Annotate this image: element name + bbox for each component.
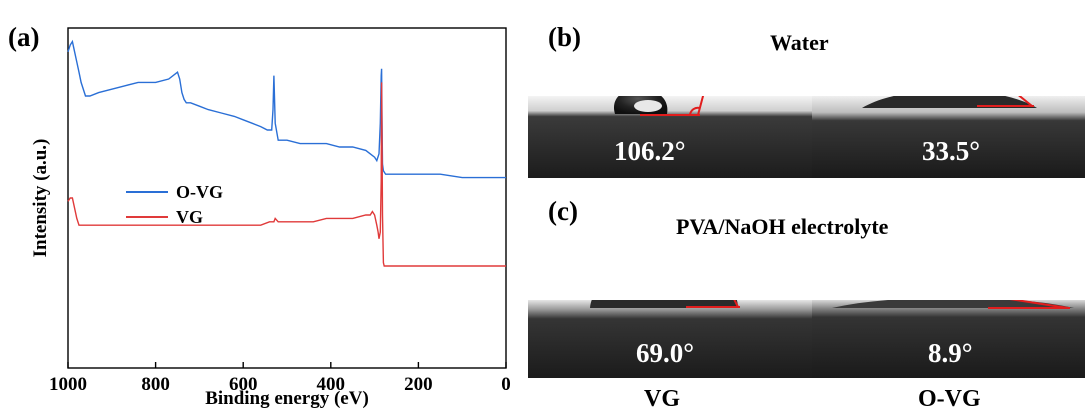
contact-tangent (1009, 300, 1069, 309)
photo-background (528, 300, 812, 378)
droplet-highlight (634, 100, 662, 112)
contact-tangent (1018, 96, 1033, 107)
angle-electrolyte-ovg: 8.9° (928, 338, 973, 368)
x-axis-label: Binding energy (eV) (205, 388, 369, 409)
series-line-o-vg (67, 39, 506, 179)
electrolyte-ovg-droplet-photo: 8.9° (812, 300, 1085, 378)
x-axis-ticks: 1000 800 600 400 200 0 (49, 362, 511, 395)
panel-label-a: (a) (8, 22, 40, 52)
x-tick-label: 400 (317, 374, 346, 395)
photo-background (528, 96, 812, 178)
legend-label-o-vg: O-VG (176, 182, 223, 202)
panel-c-title: PVA/NaOH electrolyte (676, 214, 889, 239)
angle-electrolyte-vg: 69.0° (636, 338, 695, 368)
x-tick-label: 1000 (49, 374, 87, 395)
x-tick-label: 800 (141, 374, 170, 395)
contact-tangent (697, 96, 705, 116)
angle-arc (689, 106, 701, 116)
series-lines (67, 39, 506, 267)
angle-water-ovg: 33.5° (922, 136, 981, 166)
xps-spectrum-chart: 1000 800 600 400 200 0 Binding energy (eV) In… (30, 27, 511, 409)
chart-legend: O-VG VG (126, 182, 223, 227)
electrolyte-vg-droplet-photo: 69.0° (528, 300, 812, 378)
water-vg-droplet-photo: 106.2° (528, 96, 812, 178)
x-tick-label: 0 (501, 374, 511, 395)
panel-label-b: (b) (548, 22, 581, 52)
series-line-vg (67, 82, 506, 267)
water-ovg-droplet-photo: 33.5° (812, 96, 1085, 178)
sample-label-vg: VG (644, 386, 680, 412)
panel-label-c: (c) (548, 196, 578, 226)
plot-frame (67, 27, 507, 369)
electrolyte-droplet-ovg (832, 300, 1074, 308)
photo-background (812, 96, 1085, 178)
panel-b-title: Water (770, 30, 829, 55)
angle-water-vg: 106.2° (614, 136, 686, 166)
legend-label-vg: VG (176, 207, 203, 227)
sample-label-ovg: O-VG (918, 386, 981, 412)
photo-background (812, 300, 1085, 378)
x-tick-label: 600 (229, 374, 258, 395)
x-tick-label: 200 (404, 374, 433, 395)
y-axis-label: Intensity (a.u.) (30, 139, 51, 258)
